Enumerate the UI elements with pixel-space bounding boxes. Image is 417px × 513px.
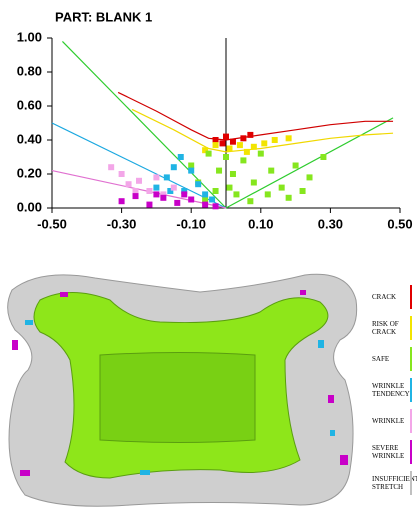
point	[230, 139, 236, 145]
y-tick-label: 0.80	[17, 63, 42, 78]
point	[279, 185, 285, 191]
x-tick-label: 0.50	[387, 216, 412, 231]
point	[265, 191, 271, 197]
x-tick-label: -0.50	[37, 216, 67, 231]
point	[202, 191, 208, 197]
point	[213, 203, 219, 209]
point	[216, 168, 222, 174]
point	[164, 174, 170, 180]
point	[209, 197, 215, 203]
point	[133, 193, 139, 199]
legend-swatch	[410, 316, 412, 340]
legend-label: SAFE	[372, 355, 389, 363]
legend-label: CRACK	[372, 293, 396, 301]
legend-swatch	[410, 440, 412, 464]
y-tick-label: 0.00	[17, 199, 42, 214]
point	[293, 163, 299, 169]
point	[223, 134, 229, 140]
x-tick-label: 0.30	[318, 216, 343, 231]
point	[286, 195, 292, 201]
legend-swatch	[410, 285, 412, 309]
point	[244, 149, 250, 155]
point	[153, 185, 159, 191]
y-tick-label: 0.20	[17, 165, 42, 180]
point	[240, 135, 246, 141]
y-tick-label: 0.60	[17, 97, 42, 112]
point	[213, 142, 219, 148]
point	[240, 157, 246, 163]
screen: PART: BLANK 1 0.00 0.20 0.40 0.60 0.80 1.00 -0…	[0, 0, 417, 513]
point	[320, 154, 326, 160]
legend-label: WRINKLE	[372, 417, 404, 425]
y-tick-label: 1.00	[17, 29, 42, 44]
point	[146, 188, 152, 194]
part-view	[8, 274, 357, 506]
point	[223, 154, 229, 160]
point	[206, 151, 212, 157]
point	[258, 151, 264, 157]
part-pocket	[100, 353, 255, 443]
point	[233, 191, 239, 197]
point	[153, 191, 159, 197]
point	[136, 178, 142, 184]
point	[247, 132, 253, 138]
x-tick-label: 0.10	[248, 216, 273, 231]
legend-swatch	[410, 409, 412, 433]
point	[153, 174, 159, 180]
point	[251, 180, 257, 186]
point	[181, 191, 187, 197]
point	[119, 171, 125, 177]
x-tick-label: -0.10	[176, 216, 206, 231]
y-tick-label: 0.40	[17, 131, 42, 146]
point	[230, 171, 236, 177]
legend-swatch	[410, 347, 412, 371]
point	[286, 135, 292, 141]
point	[188, 168, 194, 174]
point	[108, 164, 114, 170]
point	[146, 202, 152, 208]
legend-swatch	[410, 471, 412, 495]
point	[226, 146, 232, 152]
point	[171, 164, 177, 170]
x-tick-label: -0.30	[107, 216, 137, 231]
point	[261, 140, 267, 146]
point	[171, 185, 177, 191]
point	[237, 142, 243, 148]
point	[307, 174, 313, 180]
point	[119, 198, 125, 204]
legend-swatch	[410, 378, 412, 402]
point	[178, 154, 184, 160]
point	[220, 140, 226, 146]
point	[195, 181, 201, 187]
point	[251, 144, 257, 150]
point	[213, 188, 219, 194]
point	[300, 188, 306, 194]
point	[272, 137, 278, 143]
point	[126, 181, 132, 187]
point	[226, 185, 232, 191]
point	[268, 168, 274, 174]
point	[160, 195, 166, 201]
point	[247, 198, 253, 204]
point	[188, 197, 194, 203]
point	[174, 200, 180, 206]
point	[202, 202, 208, 208]
chart-title: PART: BLANK 1	[55, 9, 152, 24]
